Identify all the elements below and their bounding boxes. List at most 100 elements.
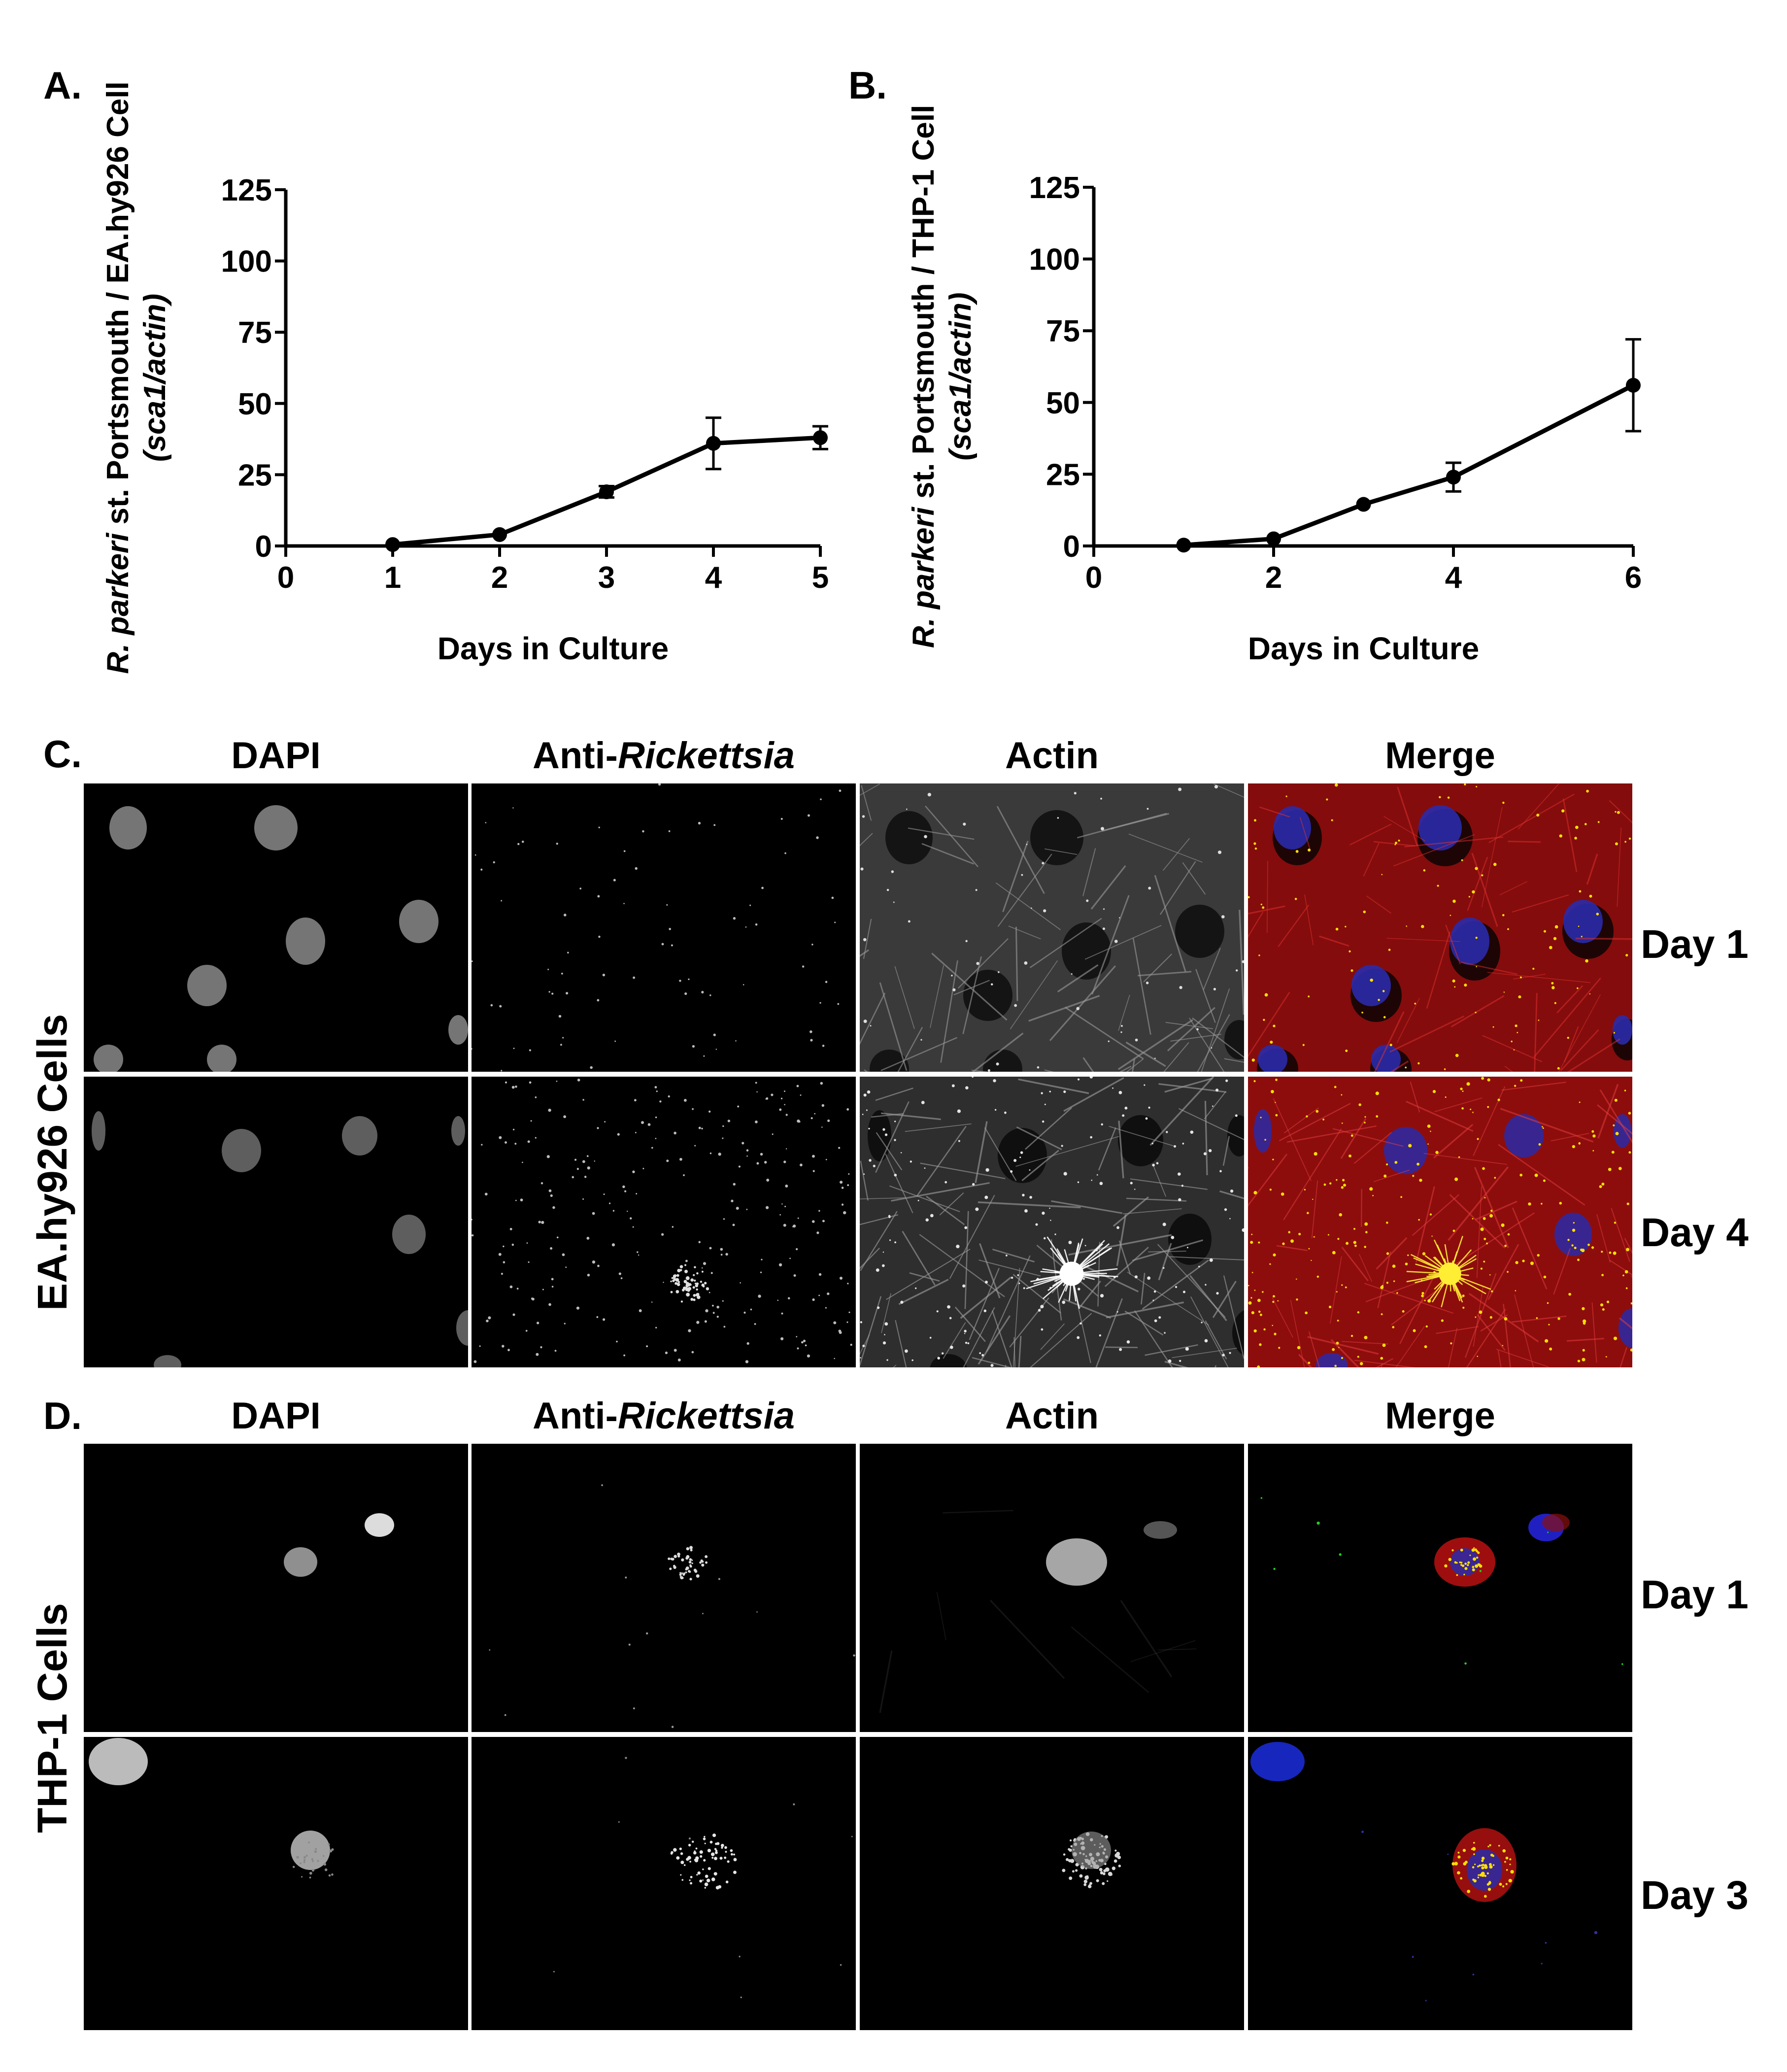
bacterium-cluster (686, 1292, 690, 1297)
merge-bacterium (1601, 1274, 1604, 1277)
bacterium (706, 1878, 710, 1883)
bacterium-cluster (680, 1300, 683, 1303)
actin-fiber (1163, 1042, 1189, 1072)
actin-fiber (1389, 1015, 1465, 1053)
actin-fiber (1304, 894, 1314, 946)
bacterium (784, 1090, 786, 1092)
actin-tail (1148, 886, 1151, 890)
bacterium (713, 824, 716, 826)
bacterium-cluster (685, 1289, 687, 1291)
bacterium (484, 1192, 488, 1196)
nucleus (448, 1015, 468, 1045)
bacterium (611, 1243, 615, 1247)
actin-tail (888, 1216, 891, 1219)
bacterium-cluster (675, 1282, 678, 1285)
bacterium (603, 1193, 605, 1195)
actin-fiber (1287, 1125, 1377, 1143)
merge-bacterium (1444, 1068, 1446, 1070)
bacterium (831, 896, 834, 899)
nucleus (1450, 917, 1489, 965)
merge-bacterium (1456, 1574, 1458, 1576)
bacterium (598, 826, 600, 828)
actin-fiber (1248, 905, 1285, 915)
merge-bacterium (1408, 1144, 1412, 1148)
actin-fiber (969, 1268, 1000, 1340)
actin-tail (873, 1164, 876, 1167)
merge-bacterium (1478, 1563, 1481, 1566)
actin-fiber (1363, 843, 1380, 877)
nucleus (1118, 1115, 1163, 1166)
merge-bacterium (1275, 1079, 1278, 1081)
actin-fiber (1130, 1178, 1208, 1190)
merge-bacterium (1554, 925, 1558, 929)
bacterium (632, 1226, 634, 1228)
bacterium-cluster (677, 1281, 680, 1284)
nucleus-fragment (305, 1855, 308, 1857)
bacterium (576, 1306, 580, 1310)
bacterium (696, 1321, 700, 1324)
merge-bacterium (1254, 819, 1256, 822)
actin-tail (1147, 1276, 1151, 1280)
actin-fiber (1512, 1207, 1548, 1290)
merge-bacterium (1626, 1248, 1630, 1252)
actin-fiber (1290, 1299, 1305, 1367)
merge-bacterium (1518, 995, 1521, 999)
bacterium (671, 1726, 674, 1728)
actin-puncta (1113, 1859, 1117, 1863)
merge-bacterium (1463, 1573, 1465, 1576)
actin-fiber (971, 1069, 989, 1072)
actin-fiber (1057, 964, 1099, 993)
merge-bacterium (1477, 1356, 1479, 1357)
actin-fiber (1609, 800, 1632, 823)
merge-bacterium (1611, 1151, 1615, 1154)
merge-bacterium (1505, 1856, 1509, 1860)
merge-bacterium (1454, 1561, 1457, 1564)
merge-bacterium (1459, 1561, 1461, 1563)
bacterium (602, 974, 606, 977)
actin-fiber (909, 1272, 940, 1282)
bacterium (701, 1560, 704, 1563)
col-header-anti-rickettsia-d: Anti-Rickettsia (472, 1394, 856, 1437)
actin-tail (900, 1152, 902, 1154)
nucleus-fragment (311, 1860, 314, 1862)
actin-puncta (1100, 1871, 1103, 1875)
bacterium (838, 1147, 841, 1149)
bacterium (743, 1311, 746, 1314)
bacterium (818, 1210, 820, 1212)
bacterium (480, 868, 483, 871)
actin-fiber (1298, 1354, 1313, 1367)
actin-fiber (1617, 827, 1622, 907)
bacterium (715, 1842, 718, 1845)
bacterium (511, 1243, 514, 1246)
bacterium (727, 1120, 731, 1122)
actin-tail (925, 1218, 929, 1222)
actin-fiber (943, 1322, 966, 1359)
actin-fiber (1480, 1314, 1508, 1332)
merge-bacterium (1624, 841, 1626, 843)
merge-bacterium (1567, 1239, 1570, 1241)
nucleus (1384, 1127, 1427, 1174)
merge-bacterium (1484, 1865, 1488, 1869)
actin-cell (1046, 1538, 1107, 1586)
merge-bacterium (1581, 936, 1583, 938)
merge-bacterium (1316, 1275, 1319, 1278)
bacterium (536, 1353, 539, 1356)
nucleus (868, 1110, 891, 1161)
bacterium (707, 1849, 711, 1853)
merge-bacterium (1464, 1567, 1468, 1570)
merge-bacterium (1464, 984, 1467, 987)
panel-letter-c: C. (43, 732, 82, 776)
merge-bacterium (1489, 1865, 1493, 1869)
merge-bacterium (1585, 959, 1588, 963)
merge-bacterium (1430, 1130, 1431, 1132)
bacterium (659, 1100, 662, 1103)
merge-bacterium (1275, 1101, 1276, 1103)
merge-bacterium (1452, 1229, 1455, 1232)
merge-bacterium (1549, 946, 1552, 950)
actin-tail (1178, 787, 1182, 791)
merge-bacterium (1262, 1291, 1264, 1293)
actin-fiber (986, 1255, 1031, 1352)
actin-fiber (1445, 924, 1461, 964)
bacterium (710, 1852, 715, 1857)
actin-tail (993, 1079, 996, 1083)
